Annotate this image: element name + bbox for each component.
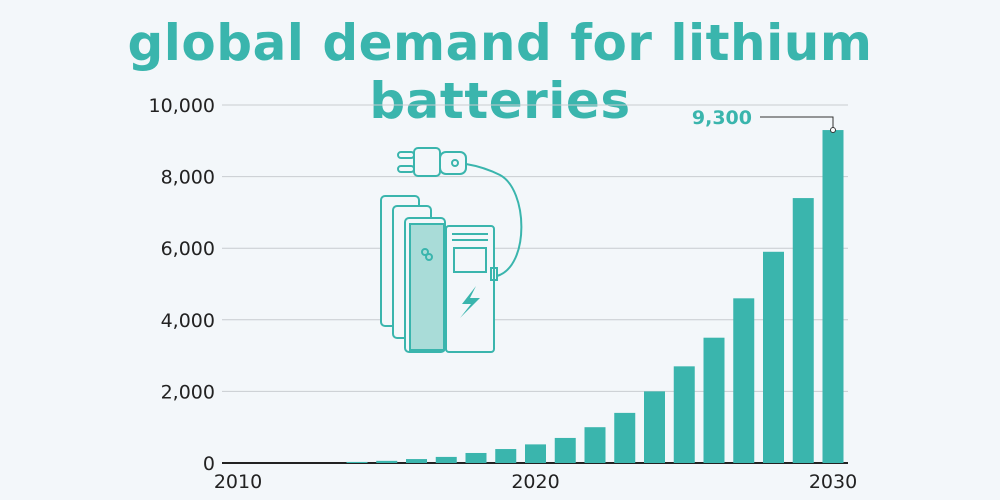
- bar-2016: [406, 459, 427, 463]
- x-tick-label: 2020: [511, 471, 559, 493]
- bar-2024: [644, 391, 665, 463]
- y-tick-label: 4,000: [161, 310, 215, 332]
- bar-2029: [792, 198, 814, 463]
- bar-2023: [614, 412, 636, 463]
- x-tick-label: 2030: [809, 471, 857, 493]
- bar-2026: [703, 337, 725, 463]
- chart-title: global demand for lithium batteries: [127, 14, 873, 130]
- bar-2025: [673, 366, 695, 463]
- y-tick-label: 2,000: [161, 381, 215, 403]
- bar-2030: [822, 130, 844, 463]
- bar-2019: [495, 449, 517, 463]
- y-tick-label: 6,000: [161, 238, 215, 260]
- bar-2020: [525, 444, 546, 463]
- bar-2028: [763, 251, 784, 463]
- y-tick-label: 0: [203, 453, 215, 475]
- annotation-leader-line: [760, 116, 834, 131]
- annotation-marker: [830, 127, 836, 134]
- bar-2014: [346, 461, 368, 463]
- annotation-label: 9,300: [692, 107, 752, 129]
- bar-2021: [554, 437, 576, 463]
- bar-2027: [733, 298, 755, 463]
- y-tick-label: 10,000: [149, 95, 215, 117]
- x-tick-label: 2010: [214, 471, 262, 493]
- bar-2018: [465, 452, 487, 463]
- bar-2017: [435, 456, 457, 463]
- bar-2015: [376, 460, 398, 463]
- bar-2022: [584, 427, 606, 463]
- y-tick-label: 8,000: [161, 167, 215, 189]
- battery-charger-plug-icon: [380, 147, 523, 353]
